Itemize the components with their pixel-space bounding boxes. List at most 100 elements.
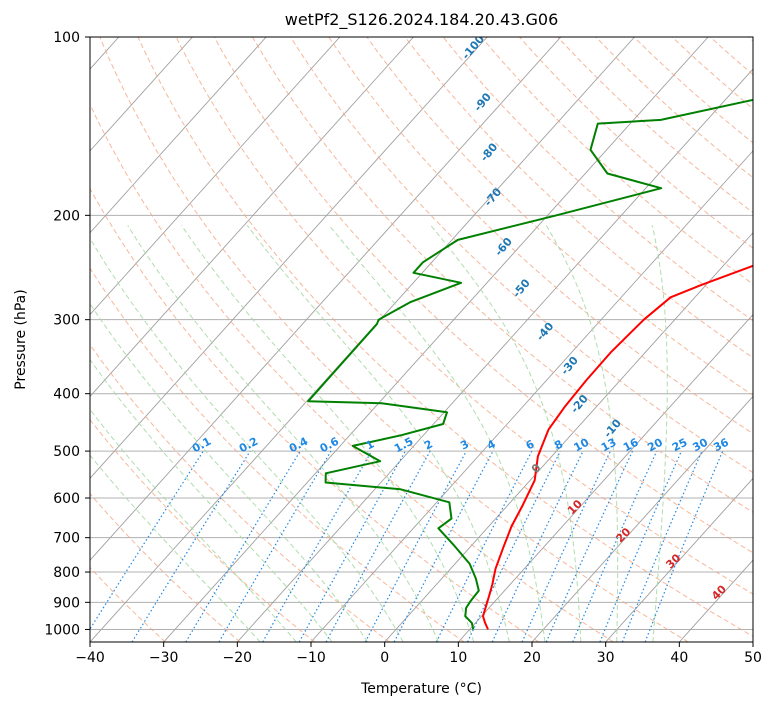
dry-adiabat	[90, 187, 540, 642]
mixing-ratio-label: 8	[552, 437, 565, 452]
dry-adiabat	[213, 37, 753, 554]
y-tick-label: 600	[53, 491, 80, 507]
saturated-adiabat-label: -40	[534, 320, 557, 344]
mixing-ratio-line	[644, 450, 724, 642]
moist-adiabat	[90, 237, 404, 642]
y-tick-label: 700	[53, 531, 80, 547]
moist-adiabat	[651, 225, 668, 642]
x-tick-label: 40	[670, 650, 688, 666]
mixing-ratio-label: 4	[485, 437, 498, 452]
dry-adiabat	[137, 37, 753, 637]
moist-adiabat	[90, 302, 369, 642]
moist-adiabat	[545, 225, 619, 642]
x-tick-label: −10	[296, 650, 326, 666]
y-tick-label: 800	[53, 565, 80, 581]
dry-adiabat	[175, 37, 753, 595]
chart-title: wetPf2_S126.2024.184.20.43.G06	[285, 10, 559, 30]
mixing-ratio-line	[393, 450, 494, 642]
x-tick-label: 30	[597, 650, 615, 666]
mixing-ratio-label: 1	[364, 437, 377, 452]
mixing-ratio-label: 20	[645, 436, 665, 455]
dry-adiabat	[290, 37, 753, 474]
isotherm-line	[457, 313, 753, 642]
y-tick-label: 1000	[44, 622, 80, 638]
moist-adiabat	[246, 225, 510, 642]
isotherm-line	[531, 395, 753, 642]
isotherm-line	[90, 37, 341, 316]
dry-adiabat	[442, 37, 753, 322]
mixing-ratio-label: 6	[524, 437, 537, 452]
y-tick-label: 100	[53, 30, 80, 46]
dry-adiabat	[481, 37, 753, 285]
isotherm-line	[236, 68, 753, 642]
dry-adiabat-label: 20	[613, 525, 633, 545]
y-axis-label: Pressure (hPa)	[13, 289, 29, 389]
mixing-ratio-label: 13	[599, 436, 619, 455]
dry-adiabat-label: 30	[663, 551, 683, 571]
saturated-adiabat-label: -20	[568, 392, 591, 416]
dry-adiabat	[90, 267, 465, 642]
isotherm-line	[90, 37, 267, 234]
isotherm-line	[90, 37, 562, 561]
dry-adiabat	[404, 37, 753, 359]
inner-labels: 0.1 0.2 0.4 0.6 1 1.5 2 3 4 6 8 10 13 16 20 25 30 3610203…	[190, 37, 731, 603]
x-tick-label: −20	[223, 650, 253, 666]
moist-adiabat	[430, 225, 582, 642]
mixing-ratio-line	[298, 450, 406, 642]
mixing-ratio-label: 2	[422, 437, 435, 452]
dry-adiabat	[519, 37, 753, 249]
background-lines	[90, 37, 753, 642]
dry-adiabat	[633, 37, 753, 144]
isotherm-line	[752, 641, 753, 642]
isotherm-line	[90, 37, 488, 479]
mixing-ratio-line	[435, 450, 533, 642]
dry-adiabat	[748, 37, 753, 42]
isotherm-line	[605, 477, 753, 642]
mixing-ratio-label: 16	[621, 436, 641, 455]
mixing-ratio-label: 36	[711, 436, 731, 455]
y-tick-label: 500	[53, 444, 80, 460]
mixing-ratio-line	[621, 450, 703, 642]
x-tick-label: 20	[523, 650, 541, 666]
saturated-adiabat-label: -10	[601, 416, 624, 440]
mixing-ratio-line	[364, 450, 467, 642]
mixing-ratio-line	[90, 450, 204, 631]
axis-ticks: −40 −30 −20 −10 0 10 20 30 40 5010020030040050060…	[44, 30, 762, 666]
mixing-ratio-label: 30	[690, 435, 710, 454]
dewpoint-profile-line	[307, 98, 753, 630]
mixing-ratio-label: 25	[670, 436, 690, 455]
mixing-ratio-label: 0.2	[237, 435, 260, 456]
saturated-adiabat-label: -30	[558, 354, 581, 378]
temperature-profile-line	[482, 264, 753, 630]
plot-frame	[89, 36, 754, 643]
series-lines	[307, 98, 753, 630]
dry-adiabat-label: 40	[709, 582, 729, 602]
isotherm-line	[310, 150, 753, 642]
isotherm-line	[90, 37, 193, 152]
x-tick-label: −40	[75, 650, 105, 666]
dry-adiabat	[709, 37, 753, 76]
dry-adiabat	[328, 37, 753, 435]
mixing-ratio-label: 1.5	[392, 435, 415, 456]
isotherm-line	[163, 37, 709, 642]
mixing-ratio-line	[599, 450, 682, 642]
moist-adiabat	[328, 225, 546, 642]
moist-adiabat	[127, 225, 439, 642]
mixing-ratio-line	[131, 450, 251, 642]
y-tick-label: 200	[53, 208, 80, 224]
dry-adiabat-label: 10	[565, 497, 585, 517]
dry-adiabat	[90, 343, 390, 642]
mixing-ratio-line	[325, 450, 431, 642]
saturated-adiabat-label: -50	[510, 276, 533, 300]
dry-adiabat	[557, 37, 753, 214]
dry-adiabat	[90, 103, 614, 642]
dry-adiabat	[366, 37, 753, 396]
x-axis-label: Temperature (°C)	[360, 681, 482, 697]
saturated-adiabat-label: -70	[482, 185, 505, 209]
dry-adiabat	[251, 37, 753, 513]
moist-adiabat	[90, 408, 297, 642]
dry-adiabat	[90, 418, 316, 642]
isotherm-line	[90, 37, 414, 398]
mixing-ratio-line	[545, 450, 634, 642]
